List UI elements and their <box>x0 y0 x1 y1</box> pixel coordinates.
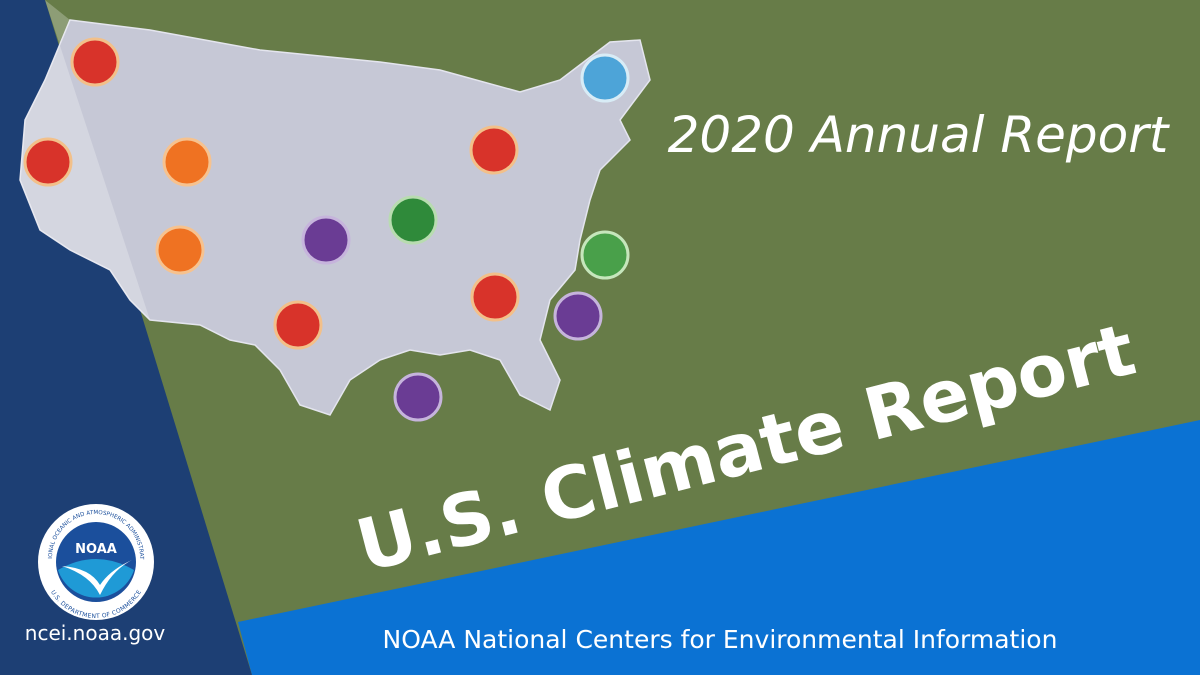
hurricane-icon <box>393 372 443 422</box>
heat-icon <box>70 37 120 87</box>
map-highlight <box>20 0 150 320</box>
drought-icon <box>162 137 212 187</box>
report-title: 2020 Annual Report <box>668 106 1171 164</box>
tornado-icon <box>301 215 351 265</box>
website: ncei.noaa.gov <box>25 621 166 645</box>
heat-icon <box>470 272 520 322</box>
hurricane-icon <box>553 291 603 341</box>
flood-icon <box>388 195 438 245</box>
logo-name: NOAA <box>75 542 117 557</box>
organization: NOAA National Centers for Environmental … <box>383 625 1058 654</box>
wildfire-icon <box>23 137 73 187</box>
heat-icon <box>469 125 519 175</box>
heat-icon <box>273 300 323 350</box>
snow-icon <box>580 53 630 103</box>
logo-bird <box>62 560 132 595</box>
sea-level-icon <box>580 230 630 280</box>
event-icons <box>23 37 630 422</box>
bottom-band <box>238 420 1200 675</box>
drought-icon <box>155 225 205 275</box>
